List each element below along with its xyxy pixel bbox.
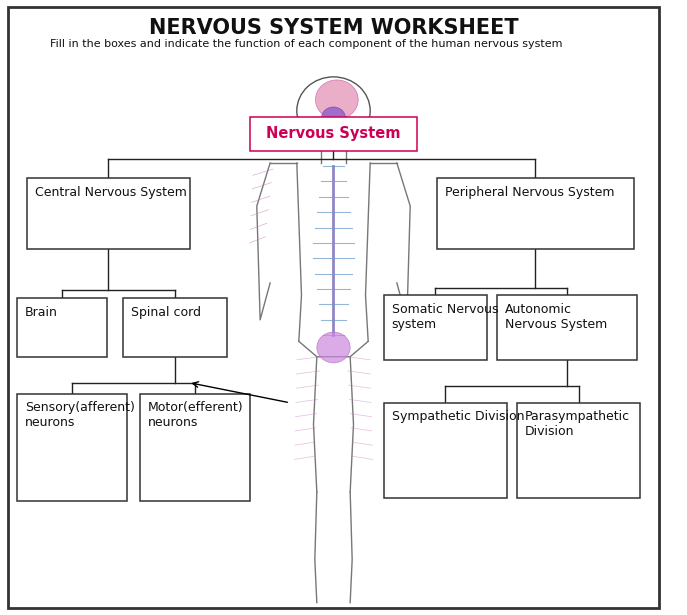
FancyBboxPatch shape xyxy=(250,117,417,151)
Text: Central Nervous System: Central Nervous System xyxy=(34,186,187,199)
Text: Spinal cord: Spinal cord xyxy=(131,306,201,319)
Text: Parasympathetic
Division: Parasympathetic Division xyxy=(525,410,630,438)
FancyBboxPatch shape xyxy=(517,403,640,498)
Text: Fill in the boxes and indicate the function of each component of the human nervo: Fill in the boxes and indicate the funct… xyxy=(50,39,563,49)
Circle shape xyxy=(317,332,350,363)
Text: Sensory(afferent)
neurons: Sensory(afferent) neurons xyxy=(25,401,135,429)
Circle shape xyxy=(315,80,358,119)
FancyBboxPatch shape xyxy=(140,394,250,501)
Text: Brain: Brain xyxy=(25,306,58,319)
Circle shape xyxy=(322,107,346,129)
FancyBboxPatch shape xyxy=(383,295,487,360)
FancyBboxPatch shape xyxy=(16,298,106,357)
FancyBboxPatch shape xyxy=(124,298,227,357)
FancyBboxPatch shape xyxy=(497,295,637,360)
Text: Peripheral Nervous System: Peripheral Nervous System xyxy=(445,186,614,199)
FancyBboxPatch shape xyxy=(437,178,633,249)
FancyBboxPatch shape xyxy=(8,7,659,608)
Text: Autonomic
Nervous System: Autonomic Nervous System xyxy=(505,303,607,331)
Text: Nervous System: Nervous System xyxy=(267,126,401,141)
Text: Sympathetic Division: Sympathetic Division xyxy=(392,410,524,423)
FancyBboxPatch shape xyxy=(27,178,190,249)
FancyBboxPatch shape xyxy=(16,394,126,501)
Text: Somatic Nervous
system: Somatic Nervous system xyxy=(392,303,498,331)
Text: Motor(efferent)
neurons: Motor(efferent) neurons xyxy=(148,401,244,429)
Text: NERVOUS SYSTEM WORKSHEET: NERVOUS SYSTEM WORKSHEET xyxy=(148,18,518,38)
FancyBboxPatch shape xyxy=(383,403,507,498)
